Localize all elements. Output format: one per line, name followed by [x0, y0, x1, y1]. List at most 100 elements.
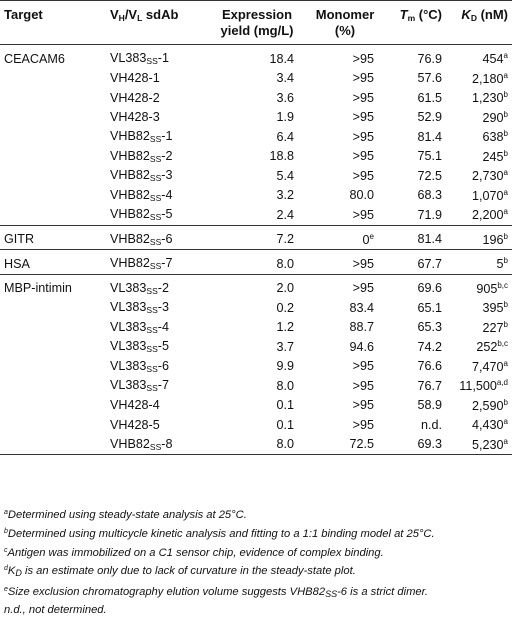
cell-monomer: >95 — [352, 256, 374, 271]
header-sdab: VH/VL sdAb — [98, 0, 210, 45]
cell-tm: 75.1 — [417, 149, 442, 164]
cell-yield: 3.2 — [276, 188, 294, 203]
cell-monomer: 0e — [362, 231, 374, 247]
cell-target — [0, 415, 98, 435]
cell-kd: 227b — [482, 319, 508, 335]
table-row: VHB82SS-5 2.4 >95 71.9 2,200a — [0, 205, 512, 225]
cell-tm: 72.5 — [417, 168, 442, 183]
cell-monomer: >95 — [352, 398, 374, 413]
cell-target — [0, 147, 98, 167]
cell-kd: 196b — [482, 231, 508, 247]
cell-tm: 52.9 — [417, 110, 442, 125]
header-target: Target — [0, 0, 98, 45]
cell-tm: 76.7 — [417, 378, 442, 393]
cell-monomer: 94.6 — [349, 339, 374, 354]
cell-kd: 2,200a — [472, 207, 508, 223]
footnote-d: dKD is an estimate only due to lack of c… — [4, 565, 356, 579]
cell-kd: 1,070a — [472, 187, 508, 203]
table-row: VH428-5 0.1 >95 n.d. 4,430a — [0, 415, 512, 435]
cell-tm: 58.9 — [417, 398, 442, 413]
cell-target — [0, 318, 98, 338]
table-row: VHB82SS-2 18.8 >95 75.1 245b — [0, 147, 512, 167]
cell-kd: 252b,c — [476, 339, 508, 355]
cell-monomer: >95 — [352, 359, 374, 374]
cell-monomer: >95 — [352, 168, 374, 183]
cell-tm: 67.7 — [417, 256, 442, 271]
cell-monomer: >95 — [352, 110, 374, 125]
cell-tm: 68.3 — [417, 188, 442, 203]
table-row: VHB82SS-4 3.2 80.0 68.3 1,070a — [0, 186, 512, 206]
cell-sdab: VH428-5 — [110, 417, 160, 432]
cell-tm: 71.9 — [417, 207, 442, 222]
table-row: VL383SS-7 8.0 >95 76.7 11,500a,d — [0, 376, 512, 396]
cell-monomer: >95 — [352, 129, 374, 144]
cell-kd: 454a — [482, 51, 508, 67]
table-footnotes: aDetermined using steady-state analysis … — [4, 505, 512, 619]
cell-monomer: 72.5 — [349, 437, 374, 452]
cell-tm: 81.4 — [417, 129, 442, 144]
cell-target — [0, 108, 98, 128]
cell-target — [0, 88, 98, 108]
cell-sdab: VH428-1 — [110, 71, 160, 86]
cell-monomer: 83.4 — [349, 300, 374, 315]
cell-target — [0, 69, 98, 89]
cell-monomer: >95 — [352, 149, 374, 164]
cell-sdab: VHB82SS-1 — [110, 129, 173, 145]
cell-target — [0, 337, 98, 357]
header-kd: KD (nM) — [446, 0, 512, 45]
cell-target — [0, 435, 98, 455]
cell-kd: 2,730a — [472, 168, 508, 184]
footnote-e: eSize exclusion chromatography elution v… — [4, 586, 429, 600]
cell-sdab: VH428-3 — [110, 110, 160, 125]
cell-target: CEACAM6 — [4, 51, 65, 66]
footnote-b: bDetermined using multicycle kinetic ana… — [4, 527, 435, 540]
table-row: GITR VHB82SS-6 7.2 0e 81.4 196b — [0, 225, 512, 250]
cell-kd: 11,500a,d — [459, 378, 508, 394]
header-row: Target VH/VL sdAb Expression yield (mg/L)… — [0, 0, 512, 45]
cell-monomer: >95 — [352, 90, 374, 105]
table-row: MBP-intimin VL383SS-2 2.0 >95 69.6 905b,c — [0, 274, 512, 298]
cell-yield: 3.7 — [276, 339, 294, 354]
cell-yield: 6.4 — [276, 129, 294, 144]
cell-tm: 61.5 — [417, 90, 442, 105]
cell-target — [0, 298, 98, 318]
cell-sdab: VL383SS-5 — [110, 339, 169, 355]
cell-yield: 9.9 — [276, 359, 294, 374]
cell-yield: 8.0 — [276, 256, 294, 271]
cell-yield: 18.4 — [269, 51, 294, 66]
cell-kd: 395b — [482, 300, 508, 316]
cell-sdab: VL383SS-6 — [110, 358, 169, 374]
table-row: CEACAM6 VL383SS-1 18.4 >95 76.9 454a — [0, 44, 512, 69]
cell-yield: 1.2 — [276, 320, 294, 335]
cell-sdab: VHB82SS-7 — [110, 256, 173, 272]
cell-yield: 0.2 — [276, 300, 294, 315]
cell-tm: 69.6 — [417, 281, 442, 296]
cell-yield: 8.0 — [276, 378, 294, 393]
cell-sdab: VHB82SS-8 — [110, 436, 173, 452]
cell-yield: 5.4 — [276, 168, 294, 183]
footnote-a: aDetermined using steady-state analysis … — [4, 509, 247, 521]
table-row: VH428-4 0.1 >95 58.9 2,590b — [0, 396, 512, 416]
cell-yield: 0.1 — [276, 398, 294, 413]
cell-yield: 2.0 — [276, 281, 294, 296]
cell-sdab: VL383SS-7 — [110, 378, 169, 394]
cell-monomer: >95 — [352, 71, 374, 86]
table-row: VL383SS-5 3.7 94.6 74.2 252b,c — [0, 337, 512, 357]
cell-tm: 69.3 — [417, 437, 442, 452]
cell-kd: 245b — [482, 148, 508, 164]
table-row: VL383SS-6 9.9 >95 76.6 7,470a — [0, 357, 512, 377]
cell-target: GITR — [4, 232, 35, 247]
cell-sdab: VHB82SS-5 — [110, 207, 173, 223]
cell-yield: 1.9 — [276, 110, 294, 125]
cell-yield: 7.2 — [276, 232, 294, 247]
cell-sdab: VL383SS-1 — [110, 51, 169, 67]
table-row: HSA VHB82SS-7 8.0 >95 67.7 5b — [0, 249, 512, 275]
table-row: VL383SS-3 0.2 83.4 65.1 395b — [0, 298, 512, 318]
table-row: VL383SS-4 1.2 88.7 65.3 227b — [0, 318, 512, 338]
cell-yield: 3.6 — [276, 90, 294, 105]
sdab-properties-table: Target VH/VL sdAb Expression yield (mg/L)… — [0, 0, 512, 455]
cell-target — [0, 166, 98, 186]
cell-yield: 2.4 — [276, 207, 294, 222]
table-row: VHB82SS-1 6.4 >95 81.4 638b — [0, 127, 512, 147]
